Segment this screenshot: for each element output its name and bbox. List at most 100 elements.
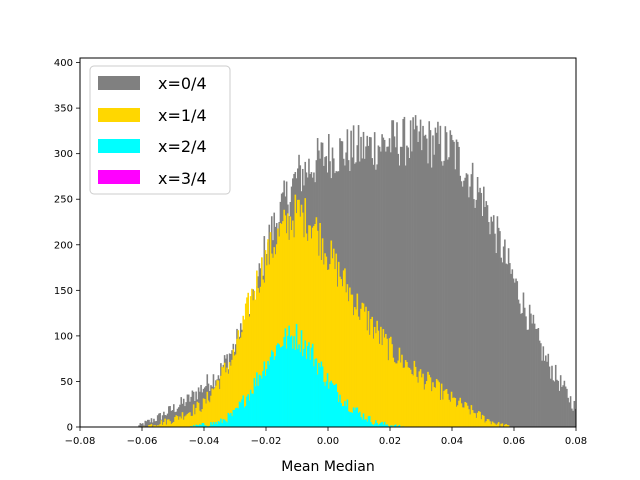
histogram-bar bbox=[455, 139, 458, 427]
histogram-bar bbox=[510, 273, 512, 427]
histogram-bar bbox=[248, 400, 251, 427]
histogram-bar bbox=[351, 412, 354, 427]
histogram-bar bbox=[212, 422, 215, 427]
histogram-bar bbox=[340, 279, 342, 427]
histogram-bar bbox=[572, 410, 574, 427]
histogram-bar bbox=[180, 397, 183, 427]
histogram-bar bbox=[448, 399, 450, 427]
histogram-bar bbox=[449, 401, 452, 427]
histogram-bar bbox=[319, 367, 321, 427]
histogram-bar bbox=[388, 338, 391, 427]
histogram-bar bbox=[232, 409, 235, 427]
series-2-bars bbox=[189, 323, 404, 427]
histogram-bar bbox=[516, 281, 519, 427]
histogram-bar bbox=[434, 127, 437, 427]
histogram-bar bbox=[177, 419, 180, 427]
histogram-bar bbox=[371, 158, 373, 427]
histogram-bar bbox=[485, 421, 488, 427]
histogram-bar bbox=[483, 415, 485, 427]
histogram-bar bbox=[179, 404, 181, 427]
histogram-bar bbox=[315, 358, 318, 427]
histogram-bar bbox=[211, 388, 214, 427]
histogram-bar bbox=[320, 259, 323, 427]
histogram-bar bbox=[313, 366, 315, 427]
histogram-bar bbox=[491, 221, 494, 427]
histogram-bar bbox=[486, 419, 489, 427]
histogram-bar bbox=[356, 145, 359, 427]
histogram-bar bbox=[284, 215, 287, 427]
histogram-bar bbox=[352, 125, 355, 427]
histogram-bar bbox=[403, 367, 406, 427]
x-tick-label: −0.06 bbox=[127, 436, 158, 447]
histogram-bar bbox=[535, 328, 537, 427]
histogram-bar bbox=[430, 167, 433, 427]
histogram-bar bbox=[335, 253, 338, 427]
histogram-bar bbox=[402, 367, 404, 427]
histogram-bar bbox=[370, 137, 372, 427]
histogram-bar bbox=[195, 407, 197, 427]
histogram-bar bbox=[210, 422, 212, 427]
x-tick-label: −0.08 bbox=[65, 436, 96, 447]
histogram-bar bbox=[272, 352, 274, 427]
histogram-bar bbox=[325, 381, 328, 427]
histogram-bar bbox=[294, 194, 297, 427]
histogram-bar bbox=[241, 399, 243, 427]
histogram-bar bbox=[468, 197, 470, 427]
histogram-bar bbox=[530, 313, 532, 427]
histogram-bar bbox=[424, 384, 427, 427]
histogram-bar bbox=[233, 355, 236, 427]
histogram-bar bbox=[419, 119, 422, 427]
histogram-bar bbox=[531, 323, 533, 427]
histogram-bar bbox=[331, 258, 334, 427]
histogram-bar bbox=[138, 425, 140, 427]
histogram-bar bbox=[339, 394, 341, 427]
histogram-bar bbox=[207, 400, 210, 427]
histogram-bar bbox=[325, 256, 328, 427]
histogram-bar bbox=[278, 236, 280, 427]
histogram-bar bbox=[220, 375, 222, 427]
histogram-bar bbox=[409, 369, 412, 427]
histogram-bar bbox=[375, 333, 377, 427]
histogram-bar bbox=[187, 394, 190, 427]
histogram-bar bbox=[283, 209, 285, 427]
histogram-bar bbox=[261, 257, 263, 427]
histogram-bar bbox=[464, 177, 466, 427]
histogram-bar bbox=[392, 357, 395, 427]
histogram-bar bbox=[345, 406, 347, 427]
histogram-bar bbox=[398, 347, 401, 427]
histogram-bar bbox=[393, 136, 396, 427]
histogram-bar bbox=[226, 367, 228, 427]
histogram-bar bbox=[376, 320, 378, 427]
histogram-bar bbox=[196, 401, 199, 427]
histogram-bar bbox=[553, 381, 556, 427]
histogram-bar bbox=[428, 121, 431, 427]
histogram-bar bbox=[326, 269, 329, 427]
x-tick-label: 0.06 bbox=[503, 436, 525, 447]
histogram-bar bbox=[434, 387, 437, 427]
histogram-bar bbox=[391, 425, 393, 427]
histogram-bar bbox=[473, 412, 475, 427]
histogram-bar bbox=[208, 425, 211, 427]
histogram-bar bbox=[382, 329, 385, 427]
histogram-bar bbox=[507, 248, 510, 427]
histogram-bar bbox=[435, 132, 438, 427]
histogram-bar bbox=[460, 403, 463, 427]
histogram-bar bbox=[328, 388, 330, 427]
histogram-bar bbox=[533, 323, 536, 427]
histogram-bar bbox=[282, 345, 284, 427]
histogram-bar bbox=[473, 199, 475, 427]
histogram-bar bbox=[244, 303, 247, 427]
histogram-bar bbox=[438, 143, 440, 427]
histogram-bar bbox=[186, 413, 189, 427]
histogram-bar bbox=[284, 328, 287, 427]
histogram-bar bbox=[559, 375, 562, 427]
histogram-bar bbox=[270, 253, 273, 427]
histogram-bar bbox=[373, 132, 376, 427]
histogram-bar bbox=[314, 224, 316, 427]
histogram-bar bbox=[303, 237, 305, 427]
histogram-bar bbox=[502, 246, 505, 427]
histogram-bar bbox=[268, 264, 271, 427]
histogram-bar bbox=[363, 311, 366, 427]
histogram-bar bbox=[323, 264, 325, 427]
